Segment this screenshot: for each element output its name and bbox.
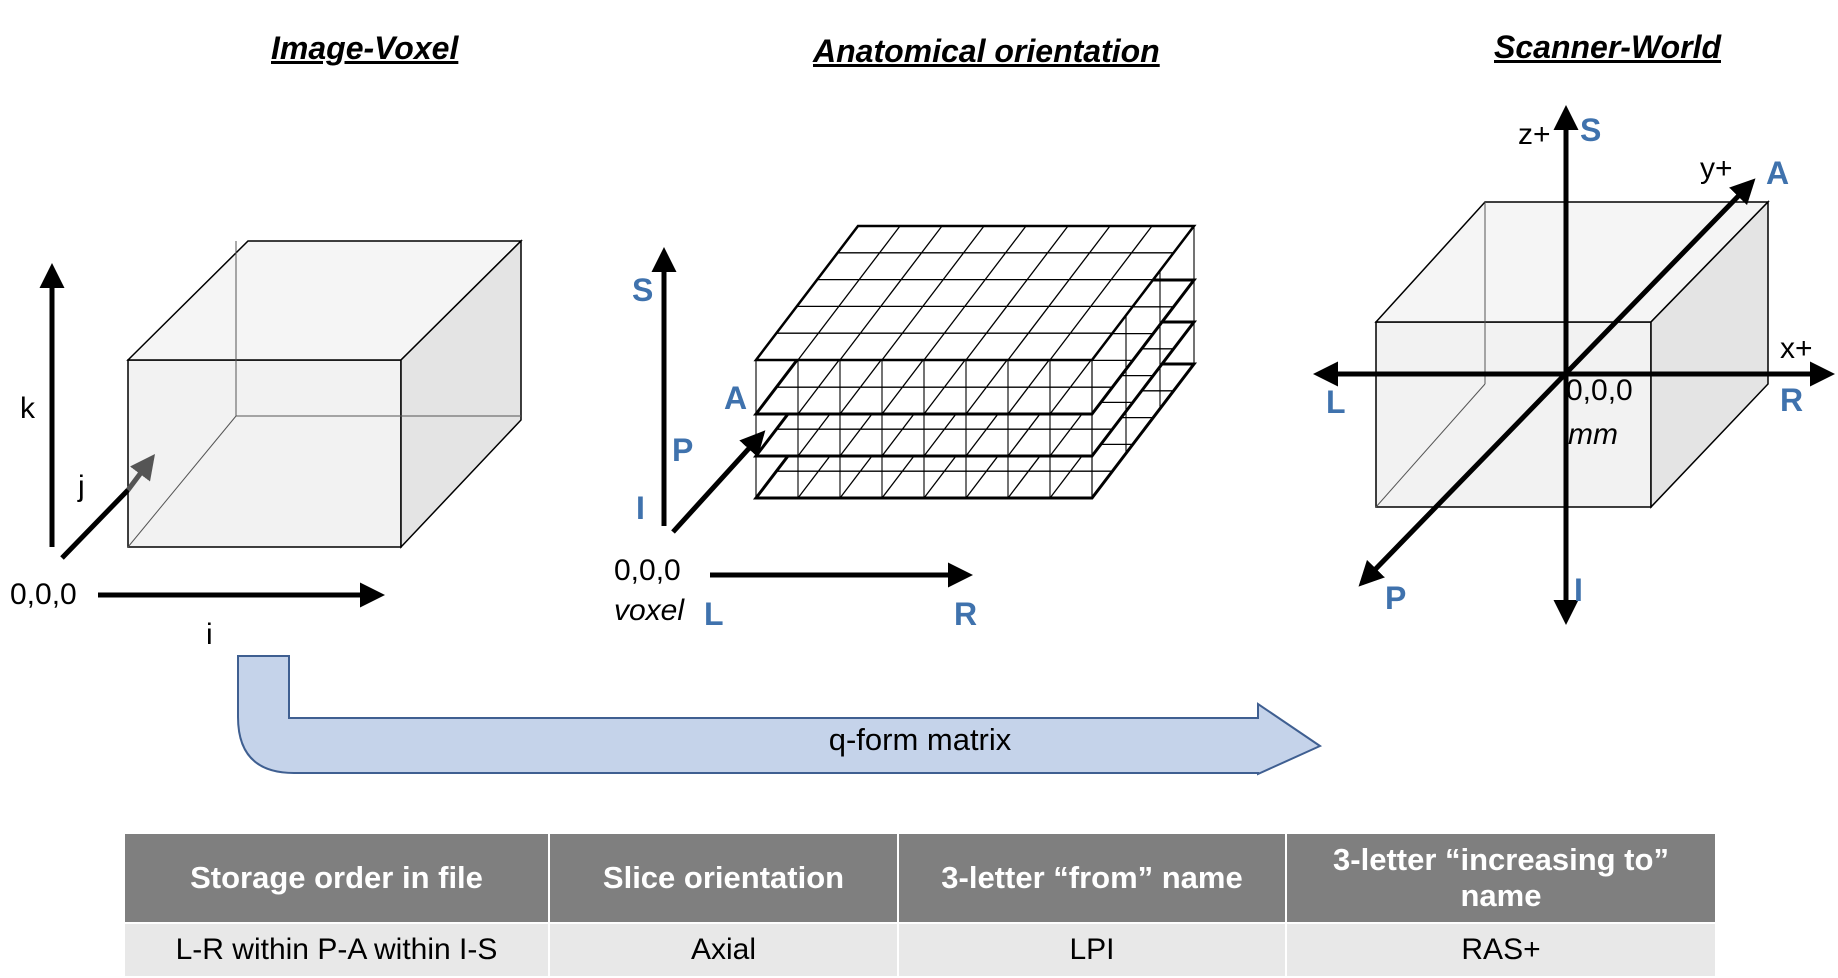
header-slice-orientation: Slice orientation — [548, 832, 899, 924]
label-world-S: S — [1580, 112, 1602, 148]
title-anatomical-orientation: Anatomical orientation — [813, 33, 1160, 69]
table-header-row: Storage order in file Slice orientation … — [123, 832, 1717, 924]
label-x-plus: x+ — [1780, 332, 1813, 365]
label-world-L: L — [1326, 384, 1346, 420]
cell-increasing-to-name: RAS+ — [1285, 922, 1717, 978]
slice-stack — [752, 224, 1198, 500]
label-anat-A: A — [724, 380, 748, 416]
cell-from-name: LPI — [897, 922, 1287, 978]
a-axis-arrow — [671, 430, 766, 534]
y-axis-arrow — [1358, 178, 1756, 587]
label-world-P: P — [1385, 580, 1407, 616]
title-scanner-world: Scanner-World — [1494, 29, 1721, 65]
title-image-voxel: Image-Voxel — [271, 30, 459, 66]
label-world-R: R — [1780, 382, 1804, 418]
label-k: k — [20, 392, 35, 425]
label-anat-R: R — [954, 596, 978, 632]
label-z-plus: z+ — [1518, 118, 1551, 151]
image-voxel-cube — [126, 239, 523, 549]
header-storage-order: Storage order in file — [123, 832, 550, 924]
label-anat-L: L — [704, 596, 724, 632]
label-world-origin: 0,0,0 — [1566, 374, 1633, 407]
header-from-name: 3-letter “from” name — [897, 832, 1287, 924]
label-i: i — [206, 618, 213, 651]
label-anat-origin-unit: voxel — [614, 594, 685, 627]
qform-label: q-form matrix — [828, 722, 1012, 757]
table-row: L-R within P-A within I-S Axial LPI RAS+ — [123, 922, 1717, 978]
label-anat-origin: 0,0,0 — [614, 554, 681, 587]
label-world-origin-unit: mm — [1568, 418, 1618, 451]
label-anat-I: I — [636, 490, 645, 526]
label-anat-S: S — [632, 272, 654, 308]
cell-slice-orientation: Axial — [548, 922, 899, 978]
label-anat-P: P — [672, 432, 694, 468]
label-j: j — [78, 470, 85, 503]
cell-storage-order: L-R within P-A within I-S — [123, 922, 550, 978]
j-axis-arrow-front — [60, 488, 130, 560]
qform-arrow — [237, 655, 1323, 776]
label-world-I: I — [1574, 572, 1583, 608]
orientation-table: Storage order in file Slice orientation … — [123, 832, 1717, 978]
header-increasing-to-name: 3-letter “increasing to” name — [1285, 832, 1717, 924]
label-world-A: A — [1766, 155, 1790, 191]
label-y-plus: y+ — [1700, 152, 1733, 185]
j-axis-arrow-back — [126, 454, 155, 492]
label-origin-voxel: 0,0,0 — [10, 578, 77, 611]
slice-layer — [753, 224, 1197, 362]
scanner-world-cube — [1374, 200, 1770, 509]
